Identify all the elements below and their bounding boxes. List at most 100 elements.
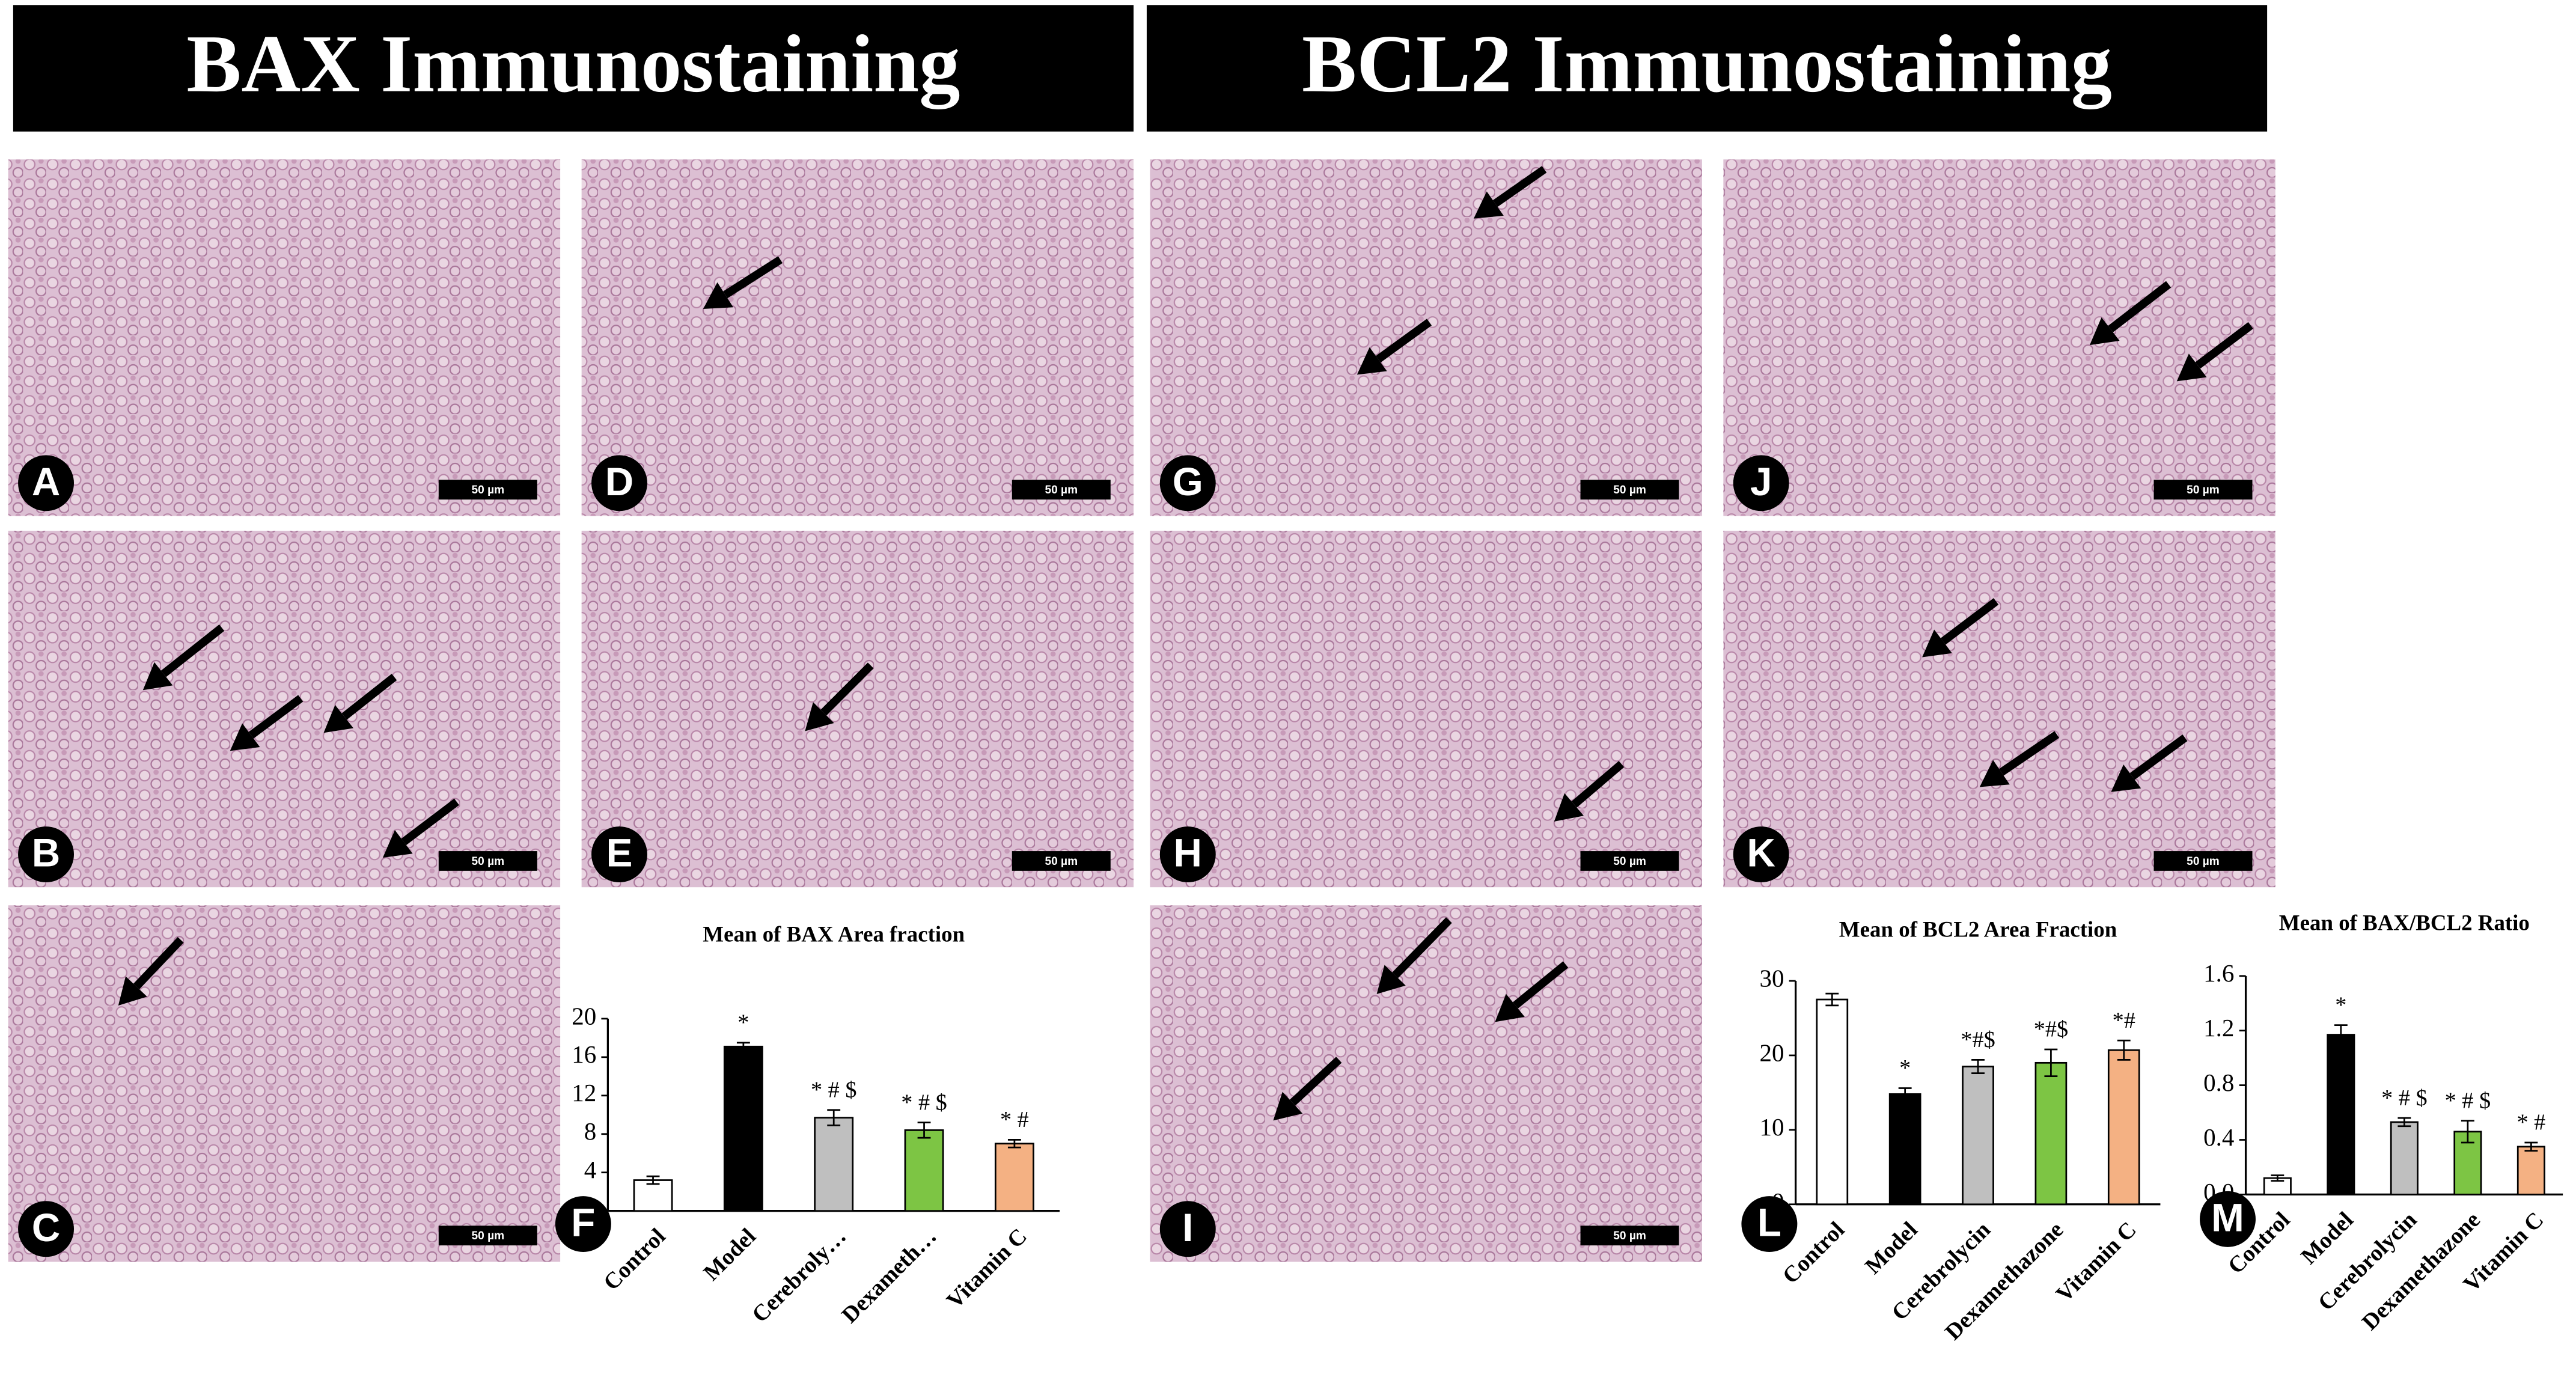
arrow-shaft (820, 662, 874, 716)
x-tick-label: Dexameth… (837, 1224, 942, 1328)
significance-label: * # $ (811, 1078, 857, 1103)
scale-bar (438, 1226, 537, 1246)
scale-bar (2153, 851, 2253, 871)
scale-bar (438, 480, 537, 500)
significance-label: * # (1000, 1107, 1029, 1132)
error-bar (2044, 1048, 2058, 1077)
bar (2107, 1049, 2140, 1206)
micrograph (1150, 531, 1702, 888)
panel-badge (1159, 455, 1216, 511)
panel-letter: K (1747, 831, 1775, 875)
arrow-head (2111, 764, 2141, 792)
panel-badge (1159, 1201, 1216, 1257)
arrow-head (118, 976, 147, 1006)
significance-label: *#$ (1961, 1027, 1995, 1052)
scale-bar (2153, 480, 2253, 500)
arrow-shaft (1392, 917, 1452, 978)
arrow-shaft (1376, 319, 1432, 363)
y-tick-label: 20 (572, 1002, 596, 1030)
error-bar (2461, 1120, 2474, 1144)
panel-letter: C (32, 1206, 60, 1250)
y-tick-label: 4 (584, 1156, 596, 1183)
significance-label: * (737, 1010, 749, 1036)
arrow-head (323, 704, 354, 733)
chart-title: Mean of BAX Area fraction (703, 922, 965, 947)
arrow-shaft (1513, 961, 1569, 1009)
error-bar (1825, 992, 1839, 1007)
arrow-head (2176, 353, 2207, 382)
significance-label: * (1899, 1055, 1911, 1081)
x-tick-label: Vitamin C (942, 1224, 1032, 1314)
error-bar (1971, 1058, 1985, 1075)
significance-label: * # (2516, 1110, 2545, 1135)
panel-badge (2200, 1191, 2256, 1247)
panel-letter: H (1174, 831, 1202, 875)
panel-badge (1741, 1196, 1798, 1253)
arrow-head (230, 723, 260, 751)
scale-bar-label: 50 µm (1613, 484, 1646, 496)
y-tick-label: 0.8 (2203, 1069, 2234, 1096)
panel-badge (591, 455, 647, 511)
bar (1888, 1093, 1921, 1206)
scale-bar-label: 50 µm (472, 855, 505, 868)
scale-bar (1012, 851, 1111, 871)
panel-letter: B (32, 831, 60, 875)
bar (2034, 1061, 2068, 1206)
arrow-head (1922, 629, 1952, 658)
arrow-shaft (2129, 734, 2188, 780)
bar (723, 1045, 763, 1212)
panel-letter: A (32, 460, 60, 504)
significance-label: *# (2113, 1008, 2135, 1033)
y-tick-label: 30 (1759, 964, 1784, 992)
y-tick-label: 8 (584, 1117, 596, 1145)
scale-bar (1580, 1226, 1679, 1246)
arrow-shaft (723, 256, 783, 299)
x-tick-label: Model (1860, 1217, 1922, 1279)
x-tick-label: Model (699, 1224, 761, 1286)
panel-letter: D (605, 460, 633, 504)
panel-letter: G (1173, 460, 1203, 504)
bar (994, 1143, 1034, 1212)
significance-label: * (2335, 992, 2346, 1018)
bar (2327, 1034, 2355, 1195)
arrow-head (1357, 347, 1387, 375)
arrow-head (1554, 793, 1584, 822)
scale-bar-label: 50 µm (2187, 855, 2220, 868)
header-title: BCL2 Immunostaining (1302, 18, 2112, 109)
panel-letter: M (2211, 1195, 2244, 1239)
arrow-shaft (1571, 761, 1625, 808)
arrow-head (382, 830, 413, 858)
y-tick-label: 0.4 (2203, 1123, 2234, 1151)
header-bar (13, 5, 1134, 132)
x-tick-label: Model (2297, 1207, 2358, 1269)
y-tick-label: 1.2 (2203, 1014, 2234, 1042)
arrow-head (1979, 760, 2010, 787)
arrow-shaft (1492, 166, 1547, 207)
panel-badge (18, 826, 75, 883)
x-tick-label: Control (599, 1224, 670, 1295)
scale-bar (1012, 480, 1111, 500)
arrow-shaft (1940, 598, 1999, 645)
y-tick-label: 10 (1759, 1113, 1784, 1141)
significance-label: * # $ (901, 1090, 947, 1115)
arrow-shaft (1999, 731, 2060, 776)
error-bar (2334, 1024, 2348, 1045)
y-tick-label: 1.6 (2203, 959, 2234, 987)
micrograph (1723, 159, 2275, 516)
scale-bar (438, 851, 537, 871)
y-tick-label: 12 (572, 1079, 596, 1107)
header-title: BAX Immunostaining (186, 18, 960, 109)
error-bar (2271, 1174, 2285, 1182)
scale-bar-label: 50 µm (1613, 855, 1646, 868)
significance-label: * # $ (2381, 1085, 2428, 1111)
arrow-shaft (341, 673, 397, 720)
arrow-shaft (160, 624, 225, 677)
chart-title: Mean of BAX/BCL2 Ratio (2279, 911, 2530, 935)
scale-bar-label: 50 µm (472, 1230, 505, 1242)
error-bar (917, 1122, 931, 1139)
bar (904, 1129, 944, 1212)
arrow-shaft (1289, 1057, 1342, 1106)
panel-letter: L (1757, 1201, 1781, 1245)
